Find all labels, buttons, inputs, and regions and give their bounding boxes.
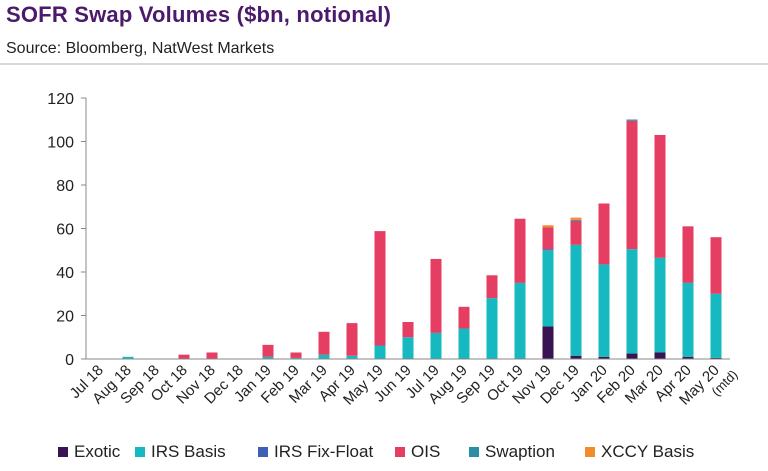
bar-segment-ois bbox=[262, 344, 274, 357]
bar-segment-ois bbox=[458, 306, 470, 329]
bar-segment-ois bbox=[626, 120, 638, 250]
bar-segment-ois bbox=[402, 322, 414, 338]
bar-segment-ois bbox=[346, 323, 358, 356]
legend-item-exotic: Exotic bbox=[58, 442, 120, 462]
legend-item-ois: OIS bbox=[395, 442, 440, 462]
y-tick-label: 80 bbox=[56, 178, 74, 195]
bar-segment-ois bbox=[542, 227, 554, 250]
bar-segment-ois bbox=[682, 226, 694, 283]
y-tick-label: 60 bbox=[56, 222, 74, 239]
bar-segment-irs-basis bbox=[402, 337, 414, 359]
bar-segment-exotic bbox=[710, 357, 722, 359]
y-tick-label: 120 bbox=[47, 91, 74, 108]
bar-segment-irs-basis bbox=[654, 257, 666, 353]
legend: Exotic IRS Basis IRS Fix-Float OIS Swaption X… bbox=[0, 442, 768, 466]
legend-label: OIS bbox=[411, 442, 441, 461]
legend-label: IRS Basis bbox=[151, 442, 226, 461]
bar-segment-exotic bbox=[570, 355, 582, 359]
y-tick-label: 40 bbox=[56, 265, 74, 282]
bar-segment-irs-basis bbox=[262, 356, 274, 359]
bar-segment-irs-basis bbox=[374, 345, 386, 359]
bar-segment-irs-basis bbox=[318, 354, 330, 359]
bar-segment-xccy-basis bbox=[570, 217, 582, 220]
bar-segment-exotic bbox=[626, 353, 638, 359]
legend-item-swaption: Swaption bbox=[469, 442, 555, 462]
chart-source: Source: Bloomberg, NatWest Markets bbox=[6, 40, 275, 57]
legend-swatch bbox=[469, 447, 479, 457]
legend-item-xccy-basis: XCCY Basis bbox=[585, 442, 694, 462]
y-tick-label: 100 bbox=[47, 135, 74, 152]
bar-segment-irs-basis bbox=[542, 250, 554, 327]
bar-segment-irs-basis bbox=[430, 332, 442, 359]
legend-item-irs-basis: IRS Basis bbox=[135, 442, 226, 462]
legend-swatch bbox=[395, 447, 405, 457]
y-tick-label: 20 bbox=[56, 309, 74, 326]
legend-item-irs-fix-float: IRS Fix-Float bbox=[258, 442, 373, 462]
bar-segment-ois bbox=[514, 218, 526, 283]
bar-segment-ois bbox=[598, 203, 610, 265]
bar-segment-irs-basis bbox=[458, 328, 470, 359]
bar-segment-exotic bbox=[598, 356, 610, 359]
bar-segment-ois bbox=[710, 237, 722, 294]
bars bbox=[122, 119, 722, 360]
bar-segment-exotic bbox=[654, 352, 666, 359]
bar-segment-swaption bbox=[570, 219, 582, 221]
bar-segment-irs-basis bbox=[710, 293, 722, 358]
bar-segment-ois bbox=[654, 134, 666, 258]
bar-segment-exotic bbox=[542, 326, 554, 360]
legend-label: IRS Fix-Float bbox=[274, 442, 374, 461]
bar-segment-irs-basis bbox=[570, 244, 582, 356]
bar-segment-irs-fix-float bbox=[542, 249, 554, 251]
legend-swatch bbox=[135, 447, 145, 457]
y-tick-label: 0 bbox=[65, 352, 74, 369]
bar-segment-ois bbox=[374, 231, 386, 346]
x-tick-label: May 20(mtd) bbox=[676, 355, 740, 419]
bar-segment-exotic bbox=[682, 356, 694, 359]
bar-segment-irs-basis bbox=[346, 355, 358, 359]
bar-segment-ois bbox=[570, 220, 582, 245]
bar-segment-ois bbox=[486, 275, 498, 299]
bar-segment-xccy-basis bbox=[542, 225, 554, 228]
legend-swatch bbox=[258, 447, 268, 457]
bar-segment-irs-basis bbox=[122, 356, 134, 359]
bar-segment-ois bbox=[430, 258, 442, 333]
legend-swatch bbox=[585, 447, 595, 457]
bar-segment-irs-basis bbox=[486, 298, 498, 359]
bar-segment-irs-basis bbox=[626, 249, 638, 354]
header-divider bbox=[0, 63, 768, 65]
y-axis: 0 20 40 60 80 100 120 bbox=[47, 91, 87, 369]
bar-segment-irs-basis bbox=[682, 282, 694, 357]
bar-segment-irs-basis bbox=[598, 264, 610, 357]
chart-title: SOFR Swap Volumes ($bn, notional) bbox=[6, 2, 392, 27]
legend-swatch bbox=[58, 447, 68, 457]
legend-label: Exotic bbox=[74, 442, 121, 461]
legend-label: XCCY Basis bbox=[601, 442, 695, 461]
bar-segment-swaption bbox=[626, 119, 638, 121]
bar-segment-irs-basis bbox=[290, 357, 302, 359]
bar-segment-ois bbox=[206, 352, 218, 359]
bar-segment-irs-basis bbox=[514, 282, 526, 360]
bar-segment-ois bbox=[178, 354, 190, 359]
bar-segment-ois bbox=[290, 352, 302, 358]
bar-segment-irs-fix-float bbox=[374, 345, 386, 346]
bar-segment-ois bbox=[318, 331, 330, 355]
legend-label: Swaption bbox=[485, 442, 555, 461]
